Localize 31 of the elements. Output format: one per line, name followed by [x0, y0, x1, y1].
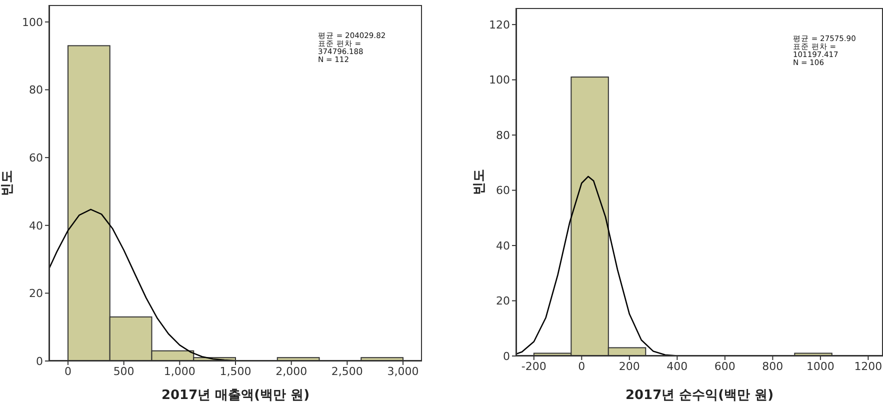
- x-tick-label: 0: [578, 360, 586, 373]
- y-axis-title: 빈도: [471, 168, 488, 197]
- x-tick-label: 800: [762, 360, 784, 373]
- y-tick-label: 40: [496, 239, 510, 252]
- y-tick-label: 60: [29, 151, 43, 164]
- y-tick-label: 100: [489, 74, 510, 87]
- x-tick-label: 0: [64, 364, 72, 378]
- x-tick-label: 1,000: [164, 364, 196, 378]
- y-tick-label: 20: [496, 294, 510, 308]
- x-tick-label: 1000: [806, 360, 834, 373]
- y-tick-label: 100: [22, 16, 43, 29]
- y-tick-label: 80: [29, 84, 43, 97]
- x-tick-label: 1,500: [220, 364, 252, 378]
- x-tick-label: 1200: [854, 360, 882, 373]
- y-tick-label: 40: [29, 219, 43, 232]
- x-tick-label: 600: [714, 360, 736, 373]
- x-tick-label: 400: [666, 360, 688, 373]
- x-tick-label: 2,000: [276, 364, 308, 378]
- x-tick-label: 500: [113, 364, 134, 378]
- y-tick-label: 20: [29, 287, 43, 300]
- y-tick-label: 120: [489, 18, 510, 32]
- x-tick-label: 2,500: [331, 364, 363, 378]
- y-tick-label: 60: [496, 184, 510, 198]
- x-tick-label: -200: [521, 360, 546, 373]
- x-axis-title: 2017년 순수익(백만 원): [624, 387, 775, 404]
- x-tick-label: 200: [618, 360, 640, 373]
- y-tick-label: 0: [503, 350, 510, 363]
- x-axis-title: 2017년 매출액(백만 원): [160, 387, 311, 404]
- y-tick-label: 80: [496, 128, 510, 142]
- y-axis-title: 빈도: [0, 169, 16, 198]
- x-tick-label: 3,000: [387, 364, 419, 378]
